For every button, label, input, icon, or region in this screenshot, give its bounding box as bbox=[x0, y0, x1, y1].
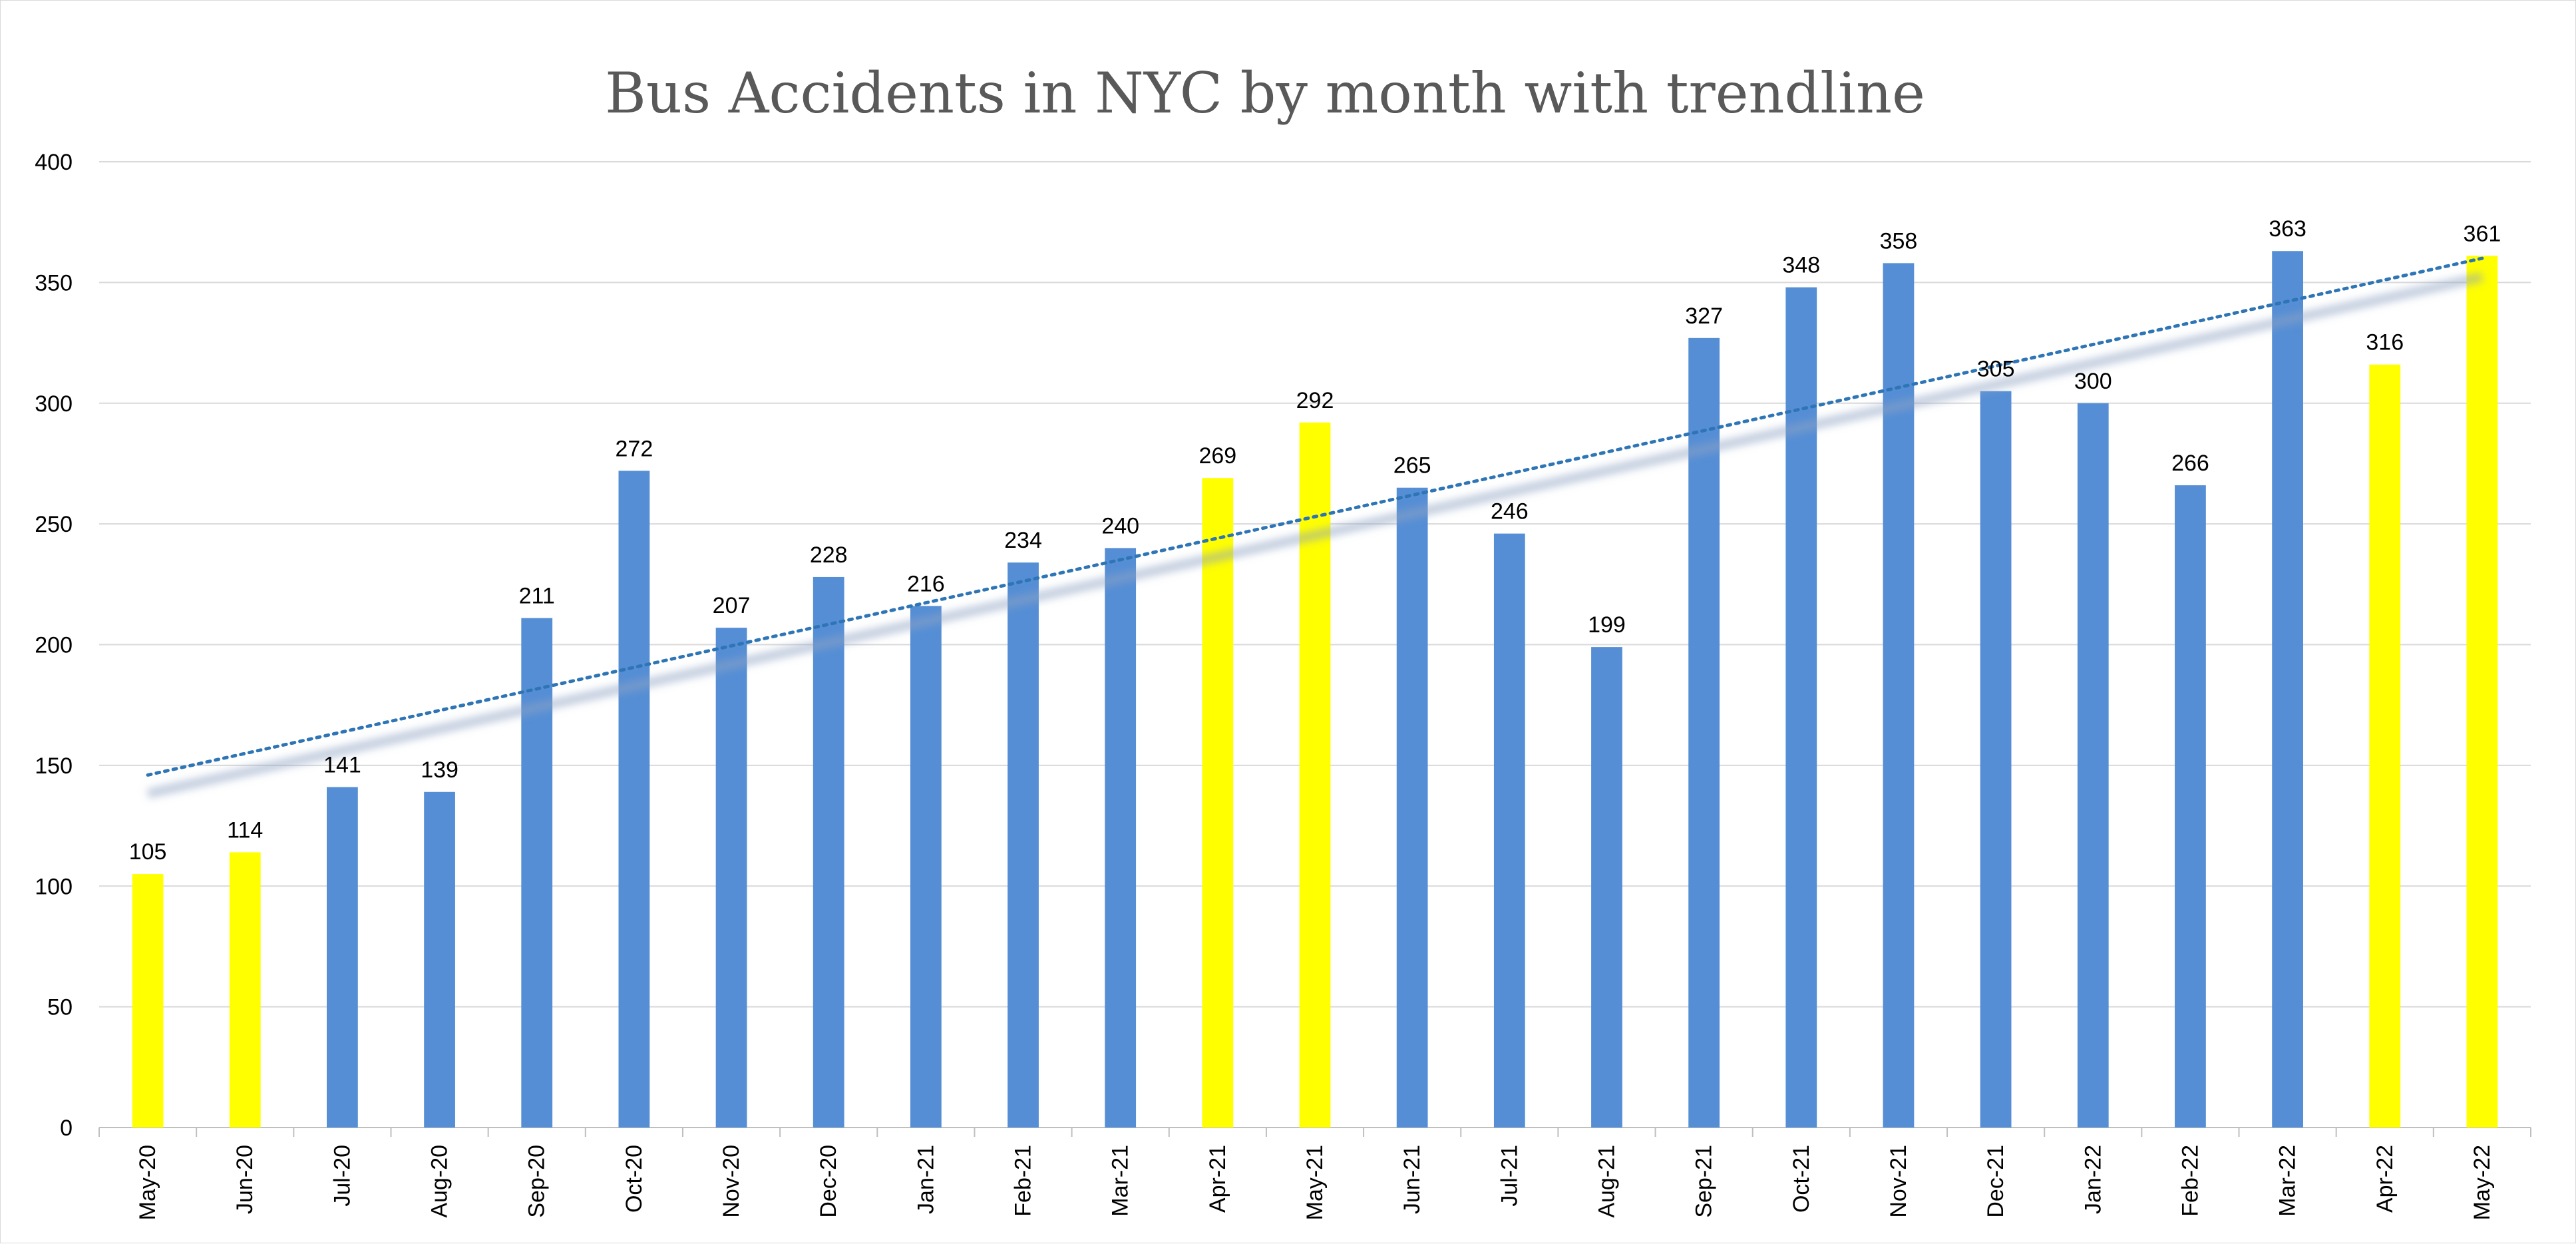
bar bbox=[1396, 487, 1428, 1128]
bar bbox=[1493, 533, 1525, 1128]
data-labels: 105 114 141 139 211 272 207 228 216 234 240 269 292 2… bbox=[129, 216, 2501, 865]
data-label: 300 bbox=[2074, 369, 2112, 394]
y-tick-label: 300 bbox=[35, 391, 73, 417]
data-label: 139 bbox=[421, 757, 459, 783]
y-tick-label: 50 bbox=[47, 995, 73, 1020]
bar bbox=[2466, 256, 2498, 1128]
y-tick-label: 200 bbox=[35, 633, 73, 658]
data-label: 234 bbox=[1004, 528, 1042, 553]
bar bbox=[2077, 403, 2109, 1128]
bar bbox=[1105, 548, 1137, 1128]
data-label: 361 bbox=[2464, 221, 2501, 246]
x-tick-label: Dec-21 bbox=[1983, 1145, 2008, 1218]
x-tick-label: Oct-20 bbox=[622, 1145, 647, 1213]
bar bbox=[1883, 263, 1915, 1128]
x-tick-label: Jul-21 bbox=[1497, 1145, 1522, 1207]
x-tick-label: Sep-21 bbox=[1692, 1145, 1717, 1218]
data-label: 358 bbox=[1880, 228, 1918, 254]
x-tick-label: Aug-20 bbox=[427, 1145, 453, 1218]
y-tick-label: 100 bbox=[35, 874, 73, 899]
bar bbox=[715, 628, 747, 1128]
bar bbox=[618, 471, 650, 1128]
y-axis-ticks: 0 50 100 150 200 250 300 350 400 bbox=[35, 150, 73, 1141]
bar bbox=[2272, 251, 2303, 1128]
bar bbox=[1008, 562, 1039, 1128]
bar bbox=[327, 787, 358, 1128]
data-label: 363 bbox=[2269, 216, 2306, 242]
data-label: 141 bbox=[323, 753, 361, 778]
data-label: 240 bbox=[1101, 513, 1139, 538]
x-tick-label: May-20 bbox=[135, 1145, 160, 1220]
x-tick-label: Aug-21 bbox=[1594, 1145, 1619, 1218]
x-tick-label: Dec-20 bbox=[816, 1145, 841, 1218]
data-label: 292 bbox=[1296, 388, 1334, 413]
data-label: 199 bbox=[1588, 612, 1626, 638]
y-tick-label: 150 bbox=[35, 753, 73, 779]
x-tick-label: Jun-20 bbox=[232, 1145, 258, 1214]
data-label: 272 bbox=[616, 436, 653, 461]
bar bbox=[521, 618, 553, 1128]
y-tick-label: 0 bbox=[60, 1116, 73, 1141]
bar bbox=[813, 576, 844, 1128]
x-tick-label: Oct-21 bbox=[1789, 1145, 1814, 1213]
data-label: 348 bbox=[1782, 253, 1820, 278]
x-tick-label: Feb-22 bbox=[2177, 1145, 2203, 1217]
data-label: 216 bbox=[907, 571, 945, 596]
x-tick-label: May-21 bbox=[1302, 1145, 1328, 1220]
y-tick-label: 250 bbox=[35, 512, 73, 537]
y-tick-label: 350 bbox=[35, 270, 73, 296]
x-tick-label: Jan-22 bbox=[2080, 1145, 2106, 1214]
bar bbox=[1688, 337, 1720, 1128]
bar bbox=[1785, 287, 1817, 1128]
bar bbox=[2175, 485, 2206, 1128]
x-tick-label: Apr-22 bbox=[2372, 1145, 2398, 1213]
bar bbox=[1591, 647, 1622, 1128]
x-tick-label: Mar-21 bbox=[1108, 1145, 1133, 1217]
bar bbox=[132, 874, 164, 1128]
data-label: 114 bbox=[227, 817, 263, 843]
data-label: 246 bbox=[1491, 499, 1529, 524]
x-tick-label: Mar-22 bbox=[2275, 1145, 2300, 1217]
trendline-shadow bbox=[146, 272, 2484, 799]
bar bbox=[1980, 391, 2012, 1128]
data-label: 305 bbox=[1977, 357, 2015, 382]
bar bbox=[2369, 364, 2401, 1128]
data-label: 269 bbox=[1198, 443, 1236, 469]
data-label: 265 bbox=[1393, 453, 1431, 479]
data-label: 266 bbox=[2171, 451, 2209, 476]
data-label: 228 bbox=[810, 542, 848, 568]
chart-title: Bus Accidents in NYC by month with trend… bbox=[605, 61, 1925, 126]
data-label: 211 bbox=[519, 584, 555, 609]
x-tick-label: Nov-21 bbox=[1886, 1145, 1911, 1218]
x-tick-label: May-22 bbox=[2470, 1145, 2495, 1220]
bar bbox=[229, 852, 261, 1128]
bar bbox=[1202, 478, 1234, 1128]
trendline-line bbox=[146, 256, 2484, 777]
bar bbox=[424, 791, 455, 1128]
data-label: 327 bbox=[1685, 304, 1723, 329]
y-tick-label: 400 bbox=[35, 150, 73, 175]
data-label: 316 bbox=[2366, 330, 2404, 355]
x-tick-label: Sep-20 bbox=[524, 1145, 550, 1218]
trendline bbox=[146, 256, 2484, 799]
x-tick-label: Jul-20 bbox=[329, 1145, 355, 1207]
bar bbox=[910, 606, 942, 1128]
x-axis-ticks: May-20 Jun-20 Jul-20 Aug-20 Sep-20 Oct-20 Nov-… bbox=[135, 1145, 2495, 1220]
data-label: 207 bbox=[713, 593, 751, 618]
x-tick-label: Feb-21 bbox=[1011, 1145, 1036, 1217]
data-label: 105 bbox=[129, 839, 167, 865]
x-tick-label: Apr-21 bbox=[1205, 1145, 1230, 1213]
bars bbox=[132, 251, 2498, 1128]
x-tick-label: Nov-20 bbox=[719, 1145, 744, 1218]
x-tick-label: Jun-21 bbox=[1399, 1145, 1425, 1214]
x-tick-label: Jan-21 bbox=[913, 1145, 938, 1214]
